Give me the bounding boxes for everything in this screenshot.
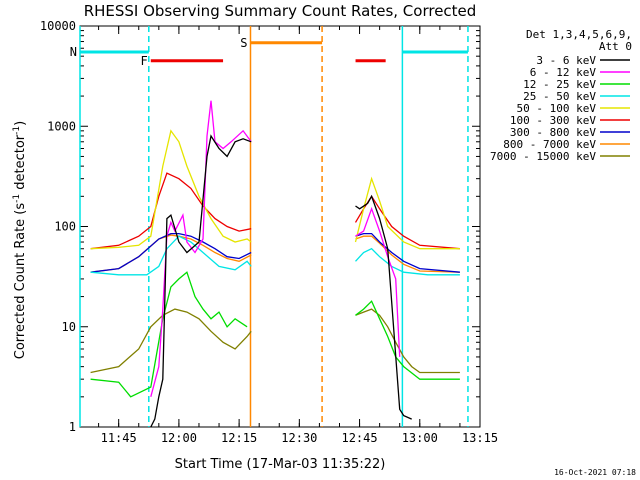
legend-entry-label: 50 - 100 keV bbox=[517, 102, 597, 115]
legend-entry-label: 25 - 50 keV bbox=[523, 90, 596, 103]
legend-header: Att 0 bbox=[599, 40, 632, 53]
series-line bbox=[355, 300, 460, 380]
flag-label-N: N bbox=[70, 45, 77, 59]
series-line bbox=[90, 271, 248, 398]
chart-title: RHESSI Observing Summary Count Rates, Co… bbox=[84, 2, 477, 20]
y-axis-label-main: Corrected Count Rate (s bbox=[13, 203, 28, 360]
series-line bbox=[90, 308, 252, 374]
series-line bbox=[90, 234, 252, 273]
series-line bbox=[150, 134, 252, 428]
legend-entry-label: 12 - 25 keV bbox=[523, 78, 596, 91]
plot-frame bbox=[79, 25, 481, 428]
series-line bbox=[90, 232, 252, 273]
x-tick-label: 13:00 bbox=[402, 431, 438, 445]
x-axis-label: Start Time (17-Mar-03 11:35:22) bbox=[175, 457, 386, 472]
series-line bbox=[355, 206, 401, 357]
y-axis-label-sup: -1 bbox=[12, 194, 22, 203]
x-tick-label: 12:00 bbox=[161, 431, 197, 445]
series-line bbox=[355, 235, 460, 273]
series-line bbox=[355, 232, 460, 273]
legend-entry-label: 800 - 7000 keV bbox=[503, 138, 596, 151]
generation-timestamp: 16-Oct-2021 07:18 bbox=[554, 468, 636, 477]
y-axis-label-end: ) bbox=[13, 121, 28, 126]
legend-entry-label: 3 - 6 keV bbox=[536, 54, 596, 67]
series-line bbox=[355, 247, 460, 276]
series-line bbox=[90, 235, 252, 276]
y-tick-label: 1 bbox=[69, 420, 76, 434]
x-tick-label: 11:45 bbox=[101, 431, 137, 445]
x-tick-label: 13:15 bbox=[462, 431, 498, 445]
legend-header: Det 1,3,4,5,6,9, bbox=[526, 28, 632, 41]
x-tick-label: 12:15 bbox=[221, 431, 257, 445]
x-tick-label: 12:30 bbox=[281, 431, 317, 445]
series-line bbox=[354, 176, 460, 250]
series-line bbox=[355, 194, 412, 420]
plot-area: 1 10 100 1000 10000 11:45 12:00 12:15 12:30 12:45… bbox=[40, 19, 498, 445]
legend-entry-label: 7000 - 15000 keV bbox=[490, 150, 596, 163]
y-axis-label-sup2: -1 bbox=[12, 126, 22, 135]
y-axis-label: Corrected Count Rate (s-1 detector-1) bbox=[12, 121, 28, 359]
y-tick-label: 10000 bbox=[40, 19, 76, 33]
x-tick-label: 12:45 bbox=[341, 431, 377, 445]
legend-entry-label: 300 - 800 keV bbox=[510, 126, 596, 139]
legend-entry-label: 100 - 300 keV bbox=[510, 114, 596, 127]
y-tick-label: 1000 bbox=[47, 119, 76, 133]
y-tick-label: 10 bbox=[62, 320, 76, 334]
series-line bbox=[90, 129, 252, 250]
y-axis-label-mid: detector bbox=[13, 134, 28, 194]
series-line bbox=[355, 308, 460, 374]
y-tick-label: 100 bbox=[54, 220, 76, 234]
flag-label-S: S bbox=[240, 36, 247, 50]
flag-label-F: F bbox=[141, 54, 148, 68]
series-line bbox=[90, 172, 252, 250]
legend-entry-label: 6 - 12 keV bbox=[530, 66, 597, 79]
series-line bbox=[354, 195, 460, 250]
